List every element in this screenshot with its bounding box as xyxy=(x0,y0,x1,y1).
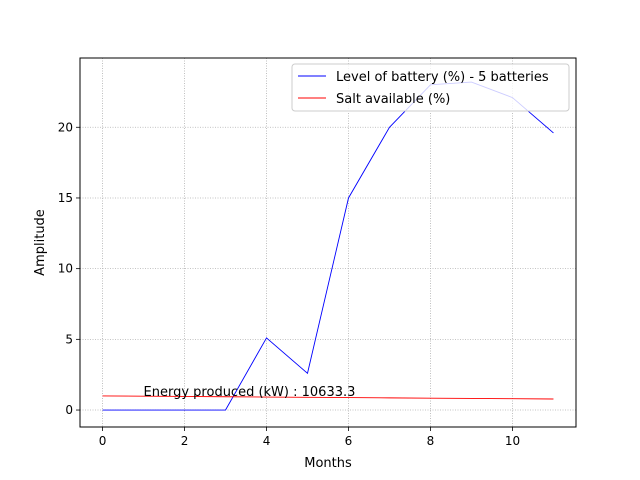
legend-label-battery: Level of battery (%) - 5 batteries xyxy=(336,70,549,85)
annotation-label: Energy produced (kW) : 10633.3 xyxy=(144,385,356,400)
x-tick-label: 4 xyxy=(263,434,271,448)
series-line-battery xyxy=(102,81,554,411)
plot-frame xyxy=(79,57,577,428)
legend-box xyxy=(291,63,570,112)
grid xyxy=(80,58,576,427)
legend: Level of battery (%) - 5 batteries Salt … xyxy=(291,63,570,112)
y-tick-label: 15 xyxy=(58,191,73,205)
y-tick-label: 20 xyxy=(58,120,73,134)
y-tick-label: 0 xyxy=(65,403,73,417)
x-tick-label: 8 xyxy=(427,434,435,448)
x-tick-label: 2 xyxy=(181,434,189,448)
axis-ticks: 0 2 4 6 8 10 0 5 10 15 20 xyxy=(58,120,520,448)
y-tick-label: 10 xyxy=(58,262,73,276)
x-tick-label: 6 xyxy=(345,434,353,448)
x-axis-label: Months xyxy=(304,456,352,471)
y-tick-label: 5 xyxy=(65,332,73,346)
x-tick-label: 0 xyxy=(99,434,107,448)
series-line-salt xyxy=(102,395,554,400)
x-tick-label: 10 xyxy=(505,434,520,448)
series-lines xyxy=(102,81,554,411)
y-axis-label: Amplitude xyxy=(33,209,48,276)
legend-label-salt: Salt available (%) xyxy=(336,92,450,107)
